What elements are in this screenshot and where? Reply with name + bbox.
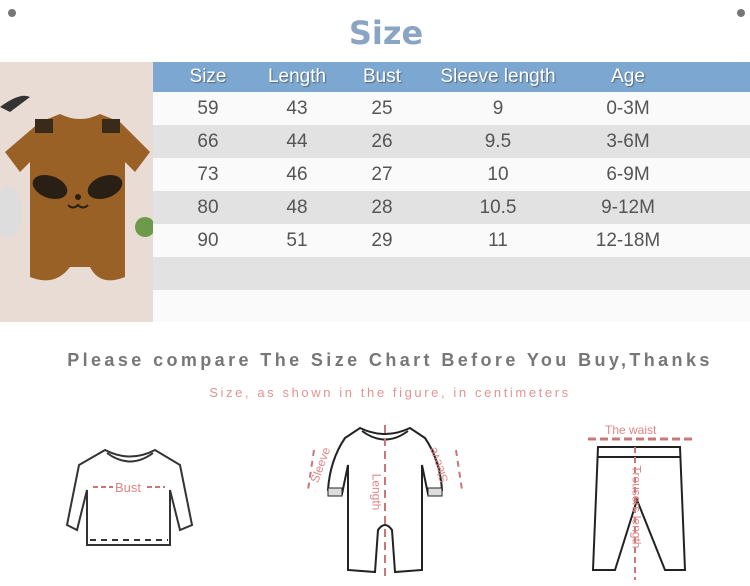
- cell-size: 90: [197, 229, 219, 251]
- table-row: 73 46 27 10 6-9M: [153, 158, 750, 191]
- size-table: Size Length Bust Sleeve length Age 59 43 2…: [153, 62, 750, 322]
- table-row: 66 44 26 9.5 3-6M: [153, 125, 750, 158]
- cell-size: 66: [197, 130, 219, 152]
- trousers-diagram: [588, 437, 692, 580]
- cell-age: 6-9M: [606, 163, 650, 185]
- cell-sleeve-length: 9.5: [484, 130, 512, 152]
- header-sleeve-length: Sleeve length: [440, 66, 556, 87]
- cell-bust: 25: [371, 97, 393, 119]
- cell-age: 3-6M: [606, 130, 650, 152]
- shirt-diagram: [65, 448, 194, 546]
- cell-bust: 26: [371, 130, 393, 152]
- cell-sleeve-length: 9: [492, 97, 504, 119]
- bust-label: Bust: [115, 480, 142, 495]
- cell-length: 44: [286, 130, 308, 152]
- table-row: 59 43 25 9 0-3M: [153, 92, 750, 125]
- product-photo: [0, 62, 153, 322]
- cell-bust: 27: [371, 163, 393, 185]
- waist-label: The waist: [605, 423, 657, 437]
- notice-text: Please compare The Size Chart Before You…: [67, 350, 713, 370]
- corner-dot: [737, 9, 745, 17]
- cell-age: 0-3M: [606, 97, 650, 119]
- header-age: Age: [611, 66, 645, 87]
- header-length: Length: [267, 66, 327, 87]
- length-label: Length: [369, 473, 384, 511]
- cell-size: 73: [197, 163, 219, 185]
- cell-age: 9-12M: [601, 196, 655, 218]
- page-title: Size: [348, 14, 424, 52]
- table-row: 80 48 28 10.5 9-12M: [153, 191, 750, 224]
- cell-size: 80: [197, 196, 219, 218]
- subnotice-text: Size, as shown in the figure, in centime…: [209, 385, 571, 400]
- cell-size: 59: [197, 97, 219, 119]
- cell-length: 51: [286, 229, 308, 251]
- table-header: Size Length Bust Sleeve length Age: [153, 62, 750, 92]
- cell-sleeve-length: 11: [488, 229, 508, 251]
- header-bust: Bust: [362, 66, 402, 87]
- table-row-empty: [153, 257, 750, 290]
- cell-length: 43: [286, 97, 308, 119]
- cell-bust: 28: [371, 196, 393, 218]
- cell-sleeve-length: 10.5: [479, 196, 517, 218]
- cell-length: 46: [286, 163, 308, 185]
- cell-age: 12-18M: [595, 229, 661, 251]
- table-row: 90 51 29 11 12-18M: [153, 224, 750, 257]
- cell-length: 48: [286, 196, 308, 218]
- header-size: Size: [189, 66, 227, 87]
- romper-diagram: [307, 425, 463, 578]
- cell-sleeve-length: 10: [487, 163, 509, 185]
- corner-dot: [8, 9, 16, 17]
- trousers-length-label: Trousers length: [629, 465, 644, 549]
- cell-bust: 29: [371, 229, 393, 251]
